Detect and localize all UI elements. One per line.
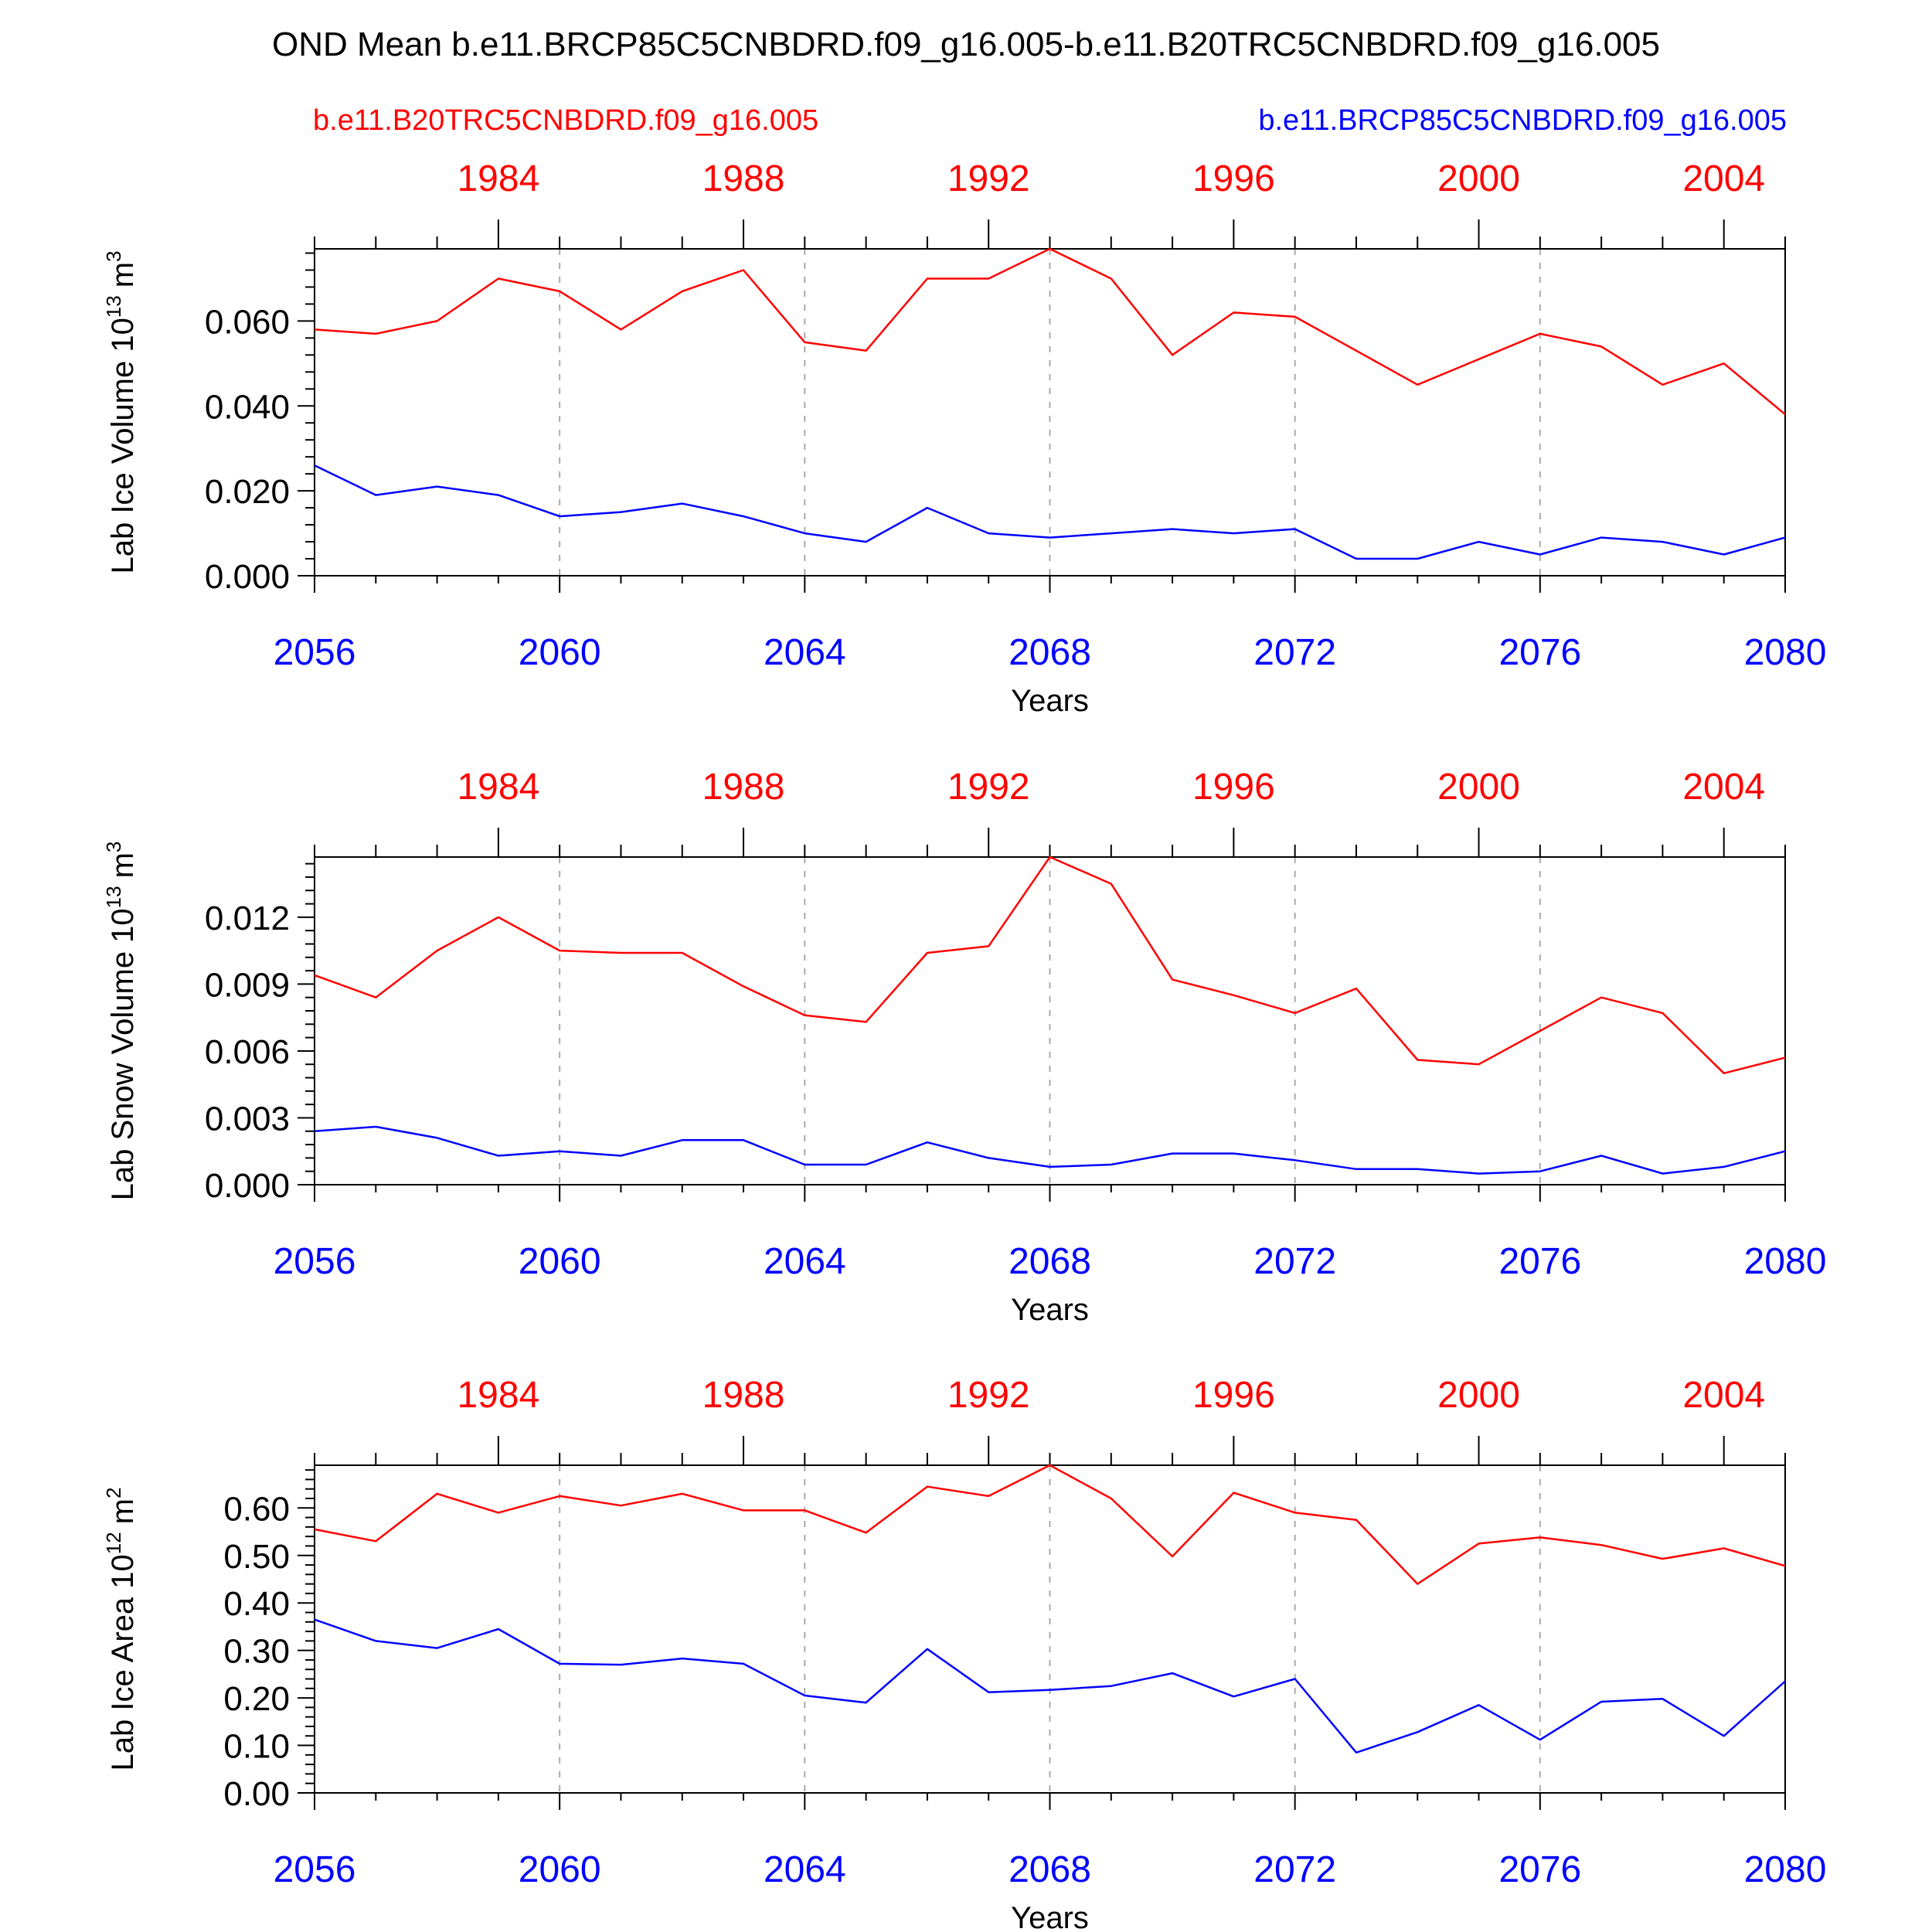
chart-panel-2: 2056 2060 2064 2068 2072 2076 2080 Years 1984 198… [102, 767, 1826, 1327]
chart-panel-1: 2056 2060 2064 2068 2072 2076 2080 Years 1984 198… [102, 158, 1826, 718]
y-tick-label: 0.50 [223, 1538, 290, 1576]
series-line-red [314, 1464, 1786, 1585]
y-tick-label: 0.20 [223, 1680, 290, 1718]
series-line-red [314, 247, 1786, 416]
y-tick-label: 0.30 [223, 1633, 290, 1671]
series-line-red [314, 855, 1786, 1075]
top-tick-label: 2004 [1682, 158, 1765, 199]
y-tick-label: 0.000 [205, 558, 290, 596]
top-tick-label: 1984 [457, 767, 539, 808]
x-tick-label: 2064 [764, 632, 846, 673]
x-tick-label: 2080 [1744, 632, 1827, 673]
top-tick-label: 2000 [1437, 1375, 1520, 1416]
y-axis-label-unit: m [106, 852, 140, 878]
y-tick-label: 0.009 [205, 966, 290, 1004]
x-tick-label: 2056 [274, 1241, 356, 1282]
y-axis-label-exponent: 13 [102, 886, 125, 908]
top-tick-label: 1984 [457, 158, 539, 199]
x-axis-label: Years [1011, 1293, 1089, 1327]
y-tick-label: 0.012 [205, 900, 290, 937]
chart-panel-3: 2056 2060 2064 2068 2072 2076 2080 Years 1984 198… [102, 1375, 1826, 1932]
top-tick-label: 1992 [947, 158, 1030, 199]
y-tick-label: 0.020 [205, 473, 290, 511]
top-tick-label: 1996 [1192, 767, 1275, 808]
top-tick-label: 1984 [457, 1375, 539, 1416]
top-tick-label: 1988 [702, 158, 785, 199]
x-axis-label: Years [1011, 684, 1089, 718]
x-tick-label: 2072 [1253, 1849, 1336, 1890]
legend-blue-label: b.e11.BRCP85C5CNBDRD.f09_g16.005 [1258, 104, 1787, 137]
y-tick-label: 0.006 [205, 1033, 290, 1071]
plot-frame [314, 248, 1786, 577]
chart-panels: 2056 2060 2064 2068 2072 2076 2080 Years 1984 198… [102, 158, 1826, 1932]
x-tick-label: 2056 [274, 632, 356, 673]
y-axis-label-main: Lab Ice Area 10 [106, 1554, 140, 1770]
top-tick-label: 1992 [947, 767, 1030, 808]
y-tick-label: 0.060 [205, 303, 290, 341]
x-tick-label: 2076 [1498, 1849, 1581, 1890]
chart-title: OND Mean b.e11.BRCP85C5CNBDRD.f09_g16.00… [272, 26, 1660, 63]
x-tick-label: 2072 [1253, 632, 1336, 673]
x-tick-label: 2064 [764, 1241, 846, 1282]
top-tick-label: 1988 [702, 1375, 785, 1416]
y-tick-label: 0.00 [223, 1775, 290, 1813]
legend-red-label: b.e11.B20TRC5CNBDRD.f09_g16.005 [313, 104, 818, 137]
top-tick-label: 2000 [1437, 767, 1520, 808]
series-line-blue [314, 1125, 1786, 1175]
y-tick-label: 0.60 [223, 1490, 290, 1528]
y-axis-label: Lab Ice Volume 1013 m3 [102, 250, 140, 573]
x-tick-label: 2068 [1009, 632, 1091, 673]
x-tick-label: 2064 [764, 1849, 846, 1890]
y-axis-label-unit: m [106, 1498, 140, 1524]
y-axis-label-unit-exponent: 3 [102, 842, 125, 852]
x-tick-label: 2068 [1009, 1241, 1091, 1282]
y-tick-label: 0.040 [205, 388, 290, 426]
y-axis-label-unit-exponent: 2 [102, 1488, 125, 1498]
x-tick-label: 2060 [519, 1849, 601, 1890]
y-axis-label-exponent: 13 [102, 295, 125, 318]
top-tick-label: 2000 [1437, 158, 1520, 199]
y-axis-label-main: Lab Snow Volume 10 [106, 908, 140, 1200]
x-tick-label: 2056 [274, 1849, 356, 1890]
top-tick-label: 1988 [702, 767, 785, 808]
top-tick-label: 1996 [1192, 158, 1275, 199]
y-axis-label-unit: m [106, 262, 140, 287]
y-axis-label-main: Lab Ice Volume 10 [106, 318, 140, 573]
x-tick-label: 2080 [1744, 1849, 1827, 1890]
y-axis-label: Lab Ice Area 1012 m2 [102, 1488, 140, 1771]
y-axis-label-unit-exponent: 3 [102, 250, 125, 261]
x-tick-label: 2060 [519, 632, 601, 673]
series-line-blue [314, 464, 1786, 560]
y-axis-label-exponent: 12 [102, 1532, 125, 1554]
y-tick-label: 0.40 [223, 1585, 290, 1623]
x-tick-label: 2076 [1498, 1241, 1581, 1282]
top-tick-label: 2004 [1682, 1375, 1765, 1416]
top-tick-label: 1996 [1192, 1375, 1275, 1416]
x-tick-label: 2060 [519, 1241, 601, 1282]
x-axis-label: Years [1011, 1901, 1089, 1932]
x-tick-label: 2076 [1498, 632, 1581, 673]
y-tick-label: 0.003 [205, 1100, 290, 1138]
y-tick-label: 0.000 [205, 1167, 290, 1205]
x-tick-label: 2072 [1253, 1241, 1336, 1282]
y-tick-label: 0.10 [223, 1728, 290, 1766]
top-tick-label: 2004 [1682, 767, 1765, 808]
series-line-blue [314, 1618, 1786, 1754]
x-tick-label: 2080 [1744, 1241, 1827, 1282]
top-tick-label: 1992 [947, 1375, 1030, 1416]
x-tick-label: 2068 [1009, 1849, 1091, 1890]
y-axis-label: Lab Snow Volume 1013 m3 [102, 842, 140, 1201]
